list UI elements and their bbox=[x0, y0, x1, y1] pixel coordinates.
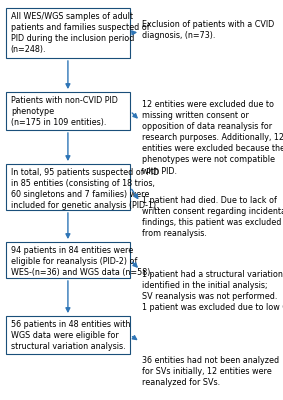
Text: 36 entities had not been analyzed
for SVs initially, 12 entities were
reanalyzed: 36 entities had not been analyzed for SV… bbox=[142, 356, 279, 387]
Text: 94 patients in 84 entities were
eligible for reanalysis (PID-2) of
WES-(n=36) an: 94 patients in 84 entities were eligible… bbox=[11, 246, 153, 277]
Text: 56 patients in 48 entities with
WGS data were eligible for
structural variation : 56 patients in 48 entities with WGS data… bbox=[11, 320, 130, 351]
Text: Patients with non-CVID PID
phenotype
(n=175 in 109 entities).: Patients with non-CVID PID phenotype (n=… bbox=[11, 96, 118, 127]
Text: 1 patient had a structural variation
identified in the initial analysis;
SV rean: 1 patient had a structural variation ide… bbox=[142, 270, 283, 312]
Text: All WES/WGS samples of adult
patients and families suspected of
PID during the i: All WES/WGS samples of adult patients an… bbox=[11, 12, 149, 54]
Text: Exclusion of patients with a CVID
diagnosis, (n=73).: Exclusion of patients with a CVID diagno… bbox=[142, 20, 274, 40]
Text: In total, 95 patients suspected of PID
in 85 entities (consisting of 18 trios,
6: In total, 95 patients suspected of PID i… bbox=[11, 168, 159, 210]
FancyBboxPatch shape bbox=[6, 164, 130, 210]
Text: 1 patient had died. Due to lack of
written consent regarding incidental
findings: 1 patient had died. Due to lack of writt… bbox=[142, 196, 283, 238]
FancyBboxPatch shape bbox=[6, 242, 130, 278]
Text: 12 entities were excluded due to
missing written consent or
opposition of data r: 12 entities were excluded due to missing… bbox=[142, 100, 283, 176]
FancyBboxPatch shape bbox=[6, 8, 130, 58]
FancyBboxPatch shape bbox=[6, 92, 130, 130]
FancyBboxPatch shape bbox=[6, 316, 130, 354]
